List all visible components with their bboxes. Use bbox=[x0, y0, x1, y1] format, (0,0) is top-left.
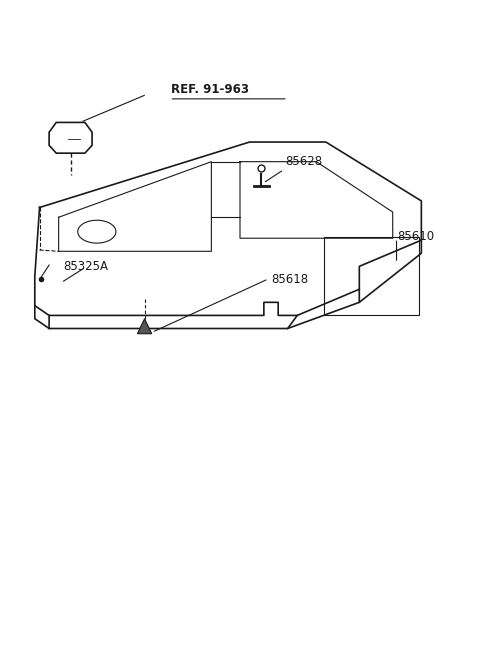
Text: 85618: 85618 bbox=[271, 273, 308, 286]
Text: REF. 91-963: REF. 91-963 bbox=[171, 83, 249, 97]
Text: 85610: 85610 bbox=[397, 231, 434, 243]
Text: 85628: 85628 bbox=[285, 155, 323, 168]
Text: 85325A: 85325A bbox=[63, 260, 108, 273]
Polygon shape bbox=[137, 319, 152, 334]
